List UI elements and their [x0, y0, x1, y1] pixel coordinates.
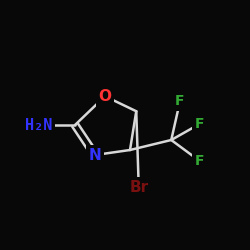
Text: F: F: [195, 117, 205, 131]
Text: F: F: [195, 154, 205, 168]
Text: O: O: [98, 89, 112, 104]
Text: N: N: [88, 148, 102, 162]
Text: F: F: [175, 94, 185, 108]
Text: Br: Br: [129, 180, 148, 195]
Text: H₂N: H₂N: [25, 118, 52, 132]
